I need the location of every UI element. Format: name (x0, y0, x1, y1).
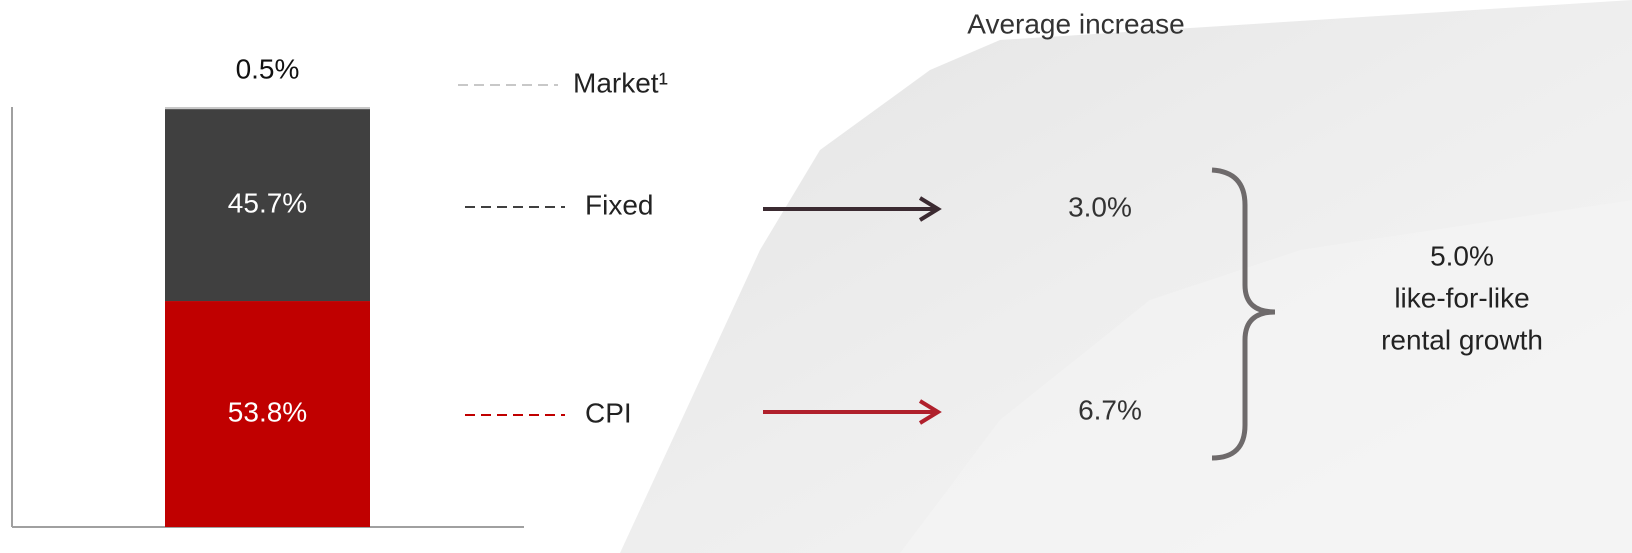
arrowhead (918, 399, 942, 425)
legend-label: Fixed (585, 189, 653, 220)
bar-segment (165, 301, 370, 527)
total-caption: like-for-like (1394, 282, 1529, 313)
legend-label: CPI (585, 397, 632, 428)
legend-label: Market¹ (573, 67, 668, 98)
value-label: 53.8% (228, 396, 307, 427)
arrowhead (918, 196, 942, 222)
bar-segment (165, 109, 370, 302)
annotation-title: Average increase (967, 8, 1184, 39)
total-caption: rental growth (1381, 324, 1543, 355)
total-value: 5.0% (1430, 240, 1494, 271)
value-label: 45.7% (228, 187, 307, 218)
annotation-value: 6.7% (1078, 394, 1142, 425)
annotation-value: 3.0% (1068, 191, 1132, 222)
value-label: 0.5% (236, 53, 300, 84)
bar-segment (165, 107, 370, 110)
background-texture (900, 200, 1632, 553)
brace (1211, 167, 1276, 461)
